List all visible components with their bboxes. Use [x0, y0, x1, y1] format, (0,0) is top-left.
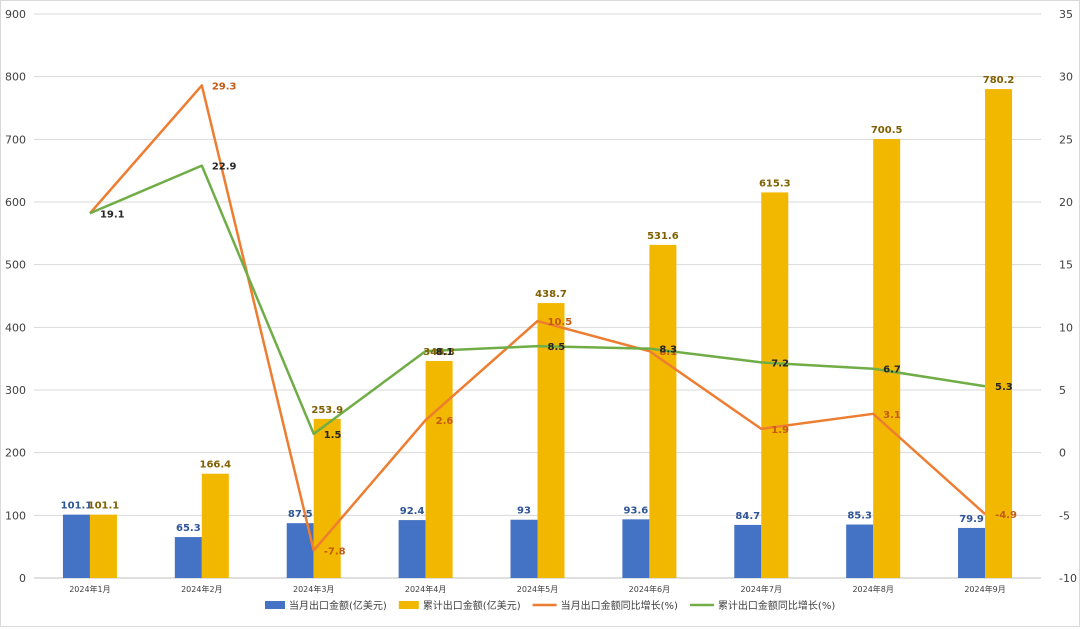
- data-label: 8.3: [659, 345, 677, 356]
- legend-label: 累计出口金额同比增长(%): [718, 599, 835, 612]
- y-left-tick-label: 200: [5, 447, 26, 460]
- bar[interactable]: [313, 418, 341, 578]
- y-right-tick-label: -10: [1059, 572, 1077, 585]
- data-label: 79.9: [959, 514, 984, 525]
- data-label: 615.3: [759, 178, 791, 189]
- data-label: 19.1: [100, 209, 125, 220]
- data-label: 166.4: [200, 460, 232, 471]
- y-left-tick-label: 700: [5, 133, 26, 146]
- legend-label: 当月出口金额(亿美元): [289, 599, 387, 612]
- data-label: 1.9: [771, 425, 789, 436]
- bar[interactable]: [201, 473, 229, 578]
- data-label: 1.5: [324, 430, 342, 441]
- bar[interactable]: [873, 139, 901, 578]
- y-right-tick-label: 5: [1059, 384, 1066, 397]
- data-label: 101.1: [61, 501, 93, 512]
- series-line: [89, 84, 986, 552]
- data-label: -7.8: [324, 546, 346, 557]
- y-right-tick-label: 10: [1059, 321, 1073, 334]
- bar[interactable]: [761, 192, 789, 579]
- bar[interactable]: [985, 89, 1013, 578]
- x-tick-label: 2024年2月: [181, 584, 222, 594]
- x-tick-label: 2024年5月: [517, 584, 558, 594]
- bar[interactable]: [89, 514, 117, 578]
- data-label: 8.5: [548, 342, 566, 353]
- data-label: 7.2: [771, 358, 789, 369]
- data-label: 2.6: [436, 416, 454, 427]
- bar[interactable]: [425, 360, 453, 578]
- data-label: 65.3: [176, 523, 201, 534]
- data-label: 92.4: [400, 506, 425, 517]
- y-right-tick-label: 0: [1059, 447, 1066, 460]
- x-tick-label: 2024年3月: [293, 584, 334, 594]
- data-label: 84.7: [735, 511, 760, 522]
- data-label: 101.1: [88, 501, 120, 512]
- y-right-tick-label: -5: [1059, 509, 1070, 522]
- data-label: 780.2: [983, 75, 1015, 86]
- x-tick-label: 2024年1月: [69, 584, 110, 594]
- bar[interactable]: [537, 303, 565, 578]
- data-label: 253.9: [311, 405, 343, 416]
- data-label: 346.3: [423, 347, 455, 358]
- data-label: 6.7: [883, 365, 901, 376]
- data-label: 531.6: [647, 231, 679, 242]
- x-tick-label: 2024年4月: [405, 584, 446, 594]
- legend-swatch: [265, 601, 285, 609]
- data-label: 8.1: [659, 347, 677, 358]
- bar[interactable]: [398, 520, 426, 578]
- data-label: 93.6: [624, 505, 649, 516]
- legend-swatch: [398, 601, 419, 609]
- data-label: 87.5: [288, 509, 313, 520]
- data-label: -4.9: [995, 510, 1017, 521]
- x-tick-label: 2024年9月: [964, 584, 1005, 594]
- y-left-tick-label: 100: [5, 509, 26, 522]
- legend-label: 累计出口金额(亿美元): [423, 599, 521, 612]
- y-left-tick-label: 800: [5, 71, 26, 84]
- data-label: 10.5: [548, 317, 573, 328]
- data-label: 93: [517, 506, 531, 517]
- bar[interactable]: [510, 519, 538, 578]
- data-label: 29.3: [212, 81, 237, 92]
- data-label: 85.3: [847, 511, 872, 522]
- y-left-tick-label: 900: [5, 8, 26, 21]
- data-label: 700.5: [871, 125, 903, 136]
- x-tick-label: 2024年8月: [852, 584, 893, 594]
- data-label: 3.1: [883, 410, 901, 421]
- bar[interactable]: [622, 519, 650, 578]
- data-label: 22.9: [212, 162, 237, 173]
- y-left-tick-label: 500: [5, 259, 26, 272]
- y-right-tick-label: 35: [1059, 8, 1073, 21]
- bar[interactable]: [958, 527, 986, 578]
- series-line: [89, 164, 986, 436]
- y-left-tick-label: 0: [19, 572, 26, 585]
- data-label: 8.1: [436, 347, 454, 358]
- data-label: 5.3: [995, 382, 1013, 393]
- x-tick-label: 2024年7月: [741, 584, 782, 594]
- bar[interactable]: [846, 524, 874, 578]
- data-label: 438.7: [535, 289, 567, 300]
- bar[interactable]: [649, 244, 677, 578]
- y-left-tick-label: 600: [5, 196, 26, 209]
- bar[interactable]: [174, 537, 202, 578]
- y-left-tick-label: 400: [5, 321, 26, 334]
- y-left-tick-label: 300: [5, 384, 26, 397]
- y-right-tick-label: 20: [1059, 196, 1073, 209]
- bar[interactable]: [62, 514, 90, 578]
- legend-label: 当月出口金额同比增长(%): [561, 599, 678, 612]
- y-right-tick-label: 30: [1059, 71, 1073, 84]
- bar[interactable]: [734, 524, 762, 578]
- x-tick-label: 2024年6月: [629, 584, 670, 594]
- y-right-tick-label: 15: [1059, 259, 1073, 272]
- y-right-tick-label: 25: [1059, 133, 1073, 146]
